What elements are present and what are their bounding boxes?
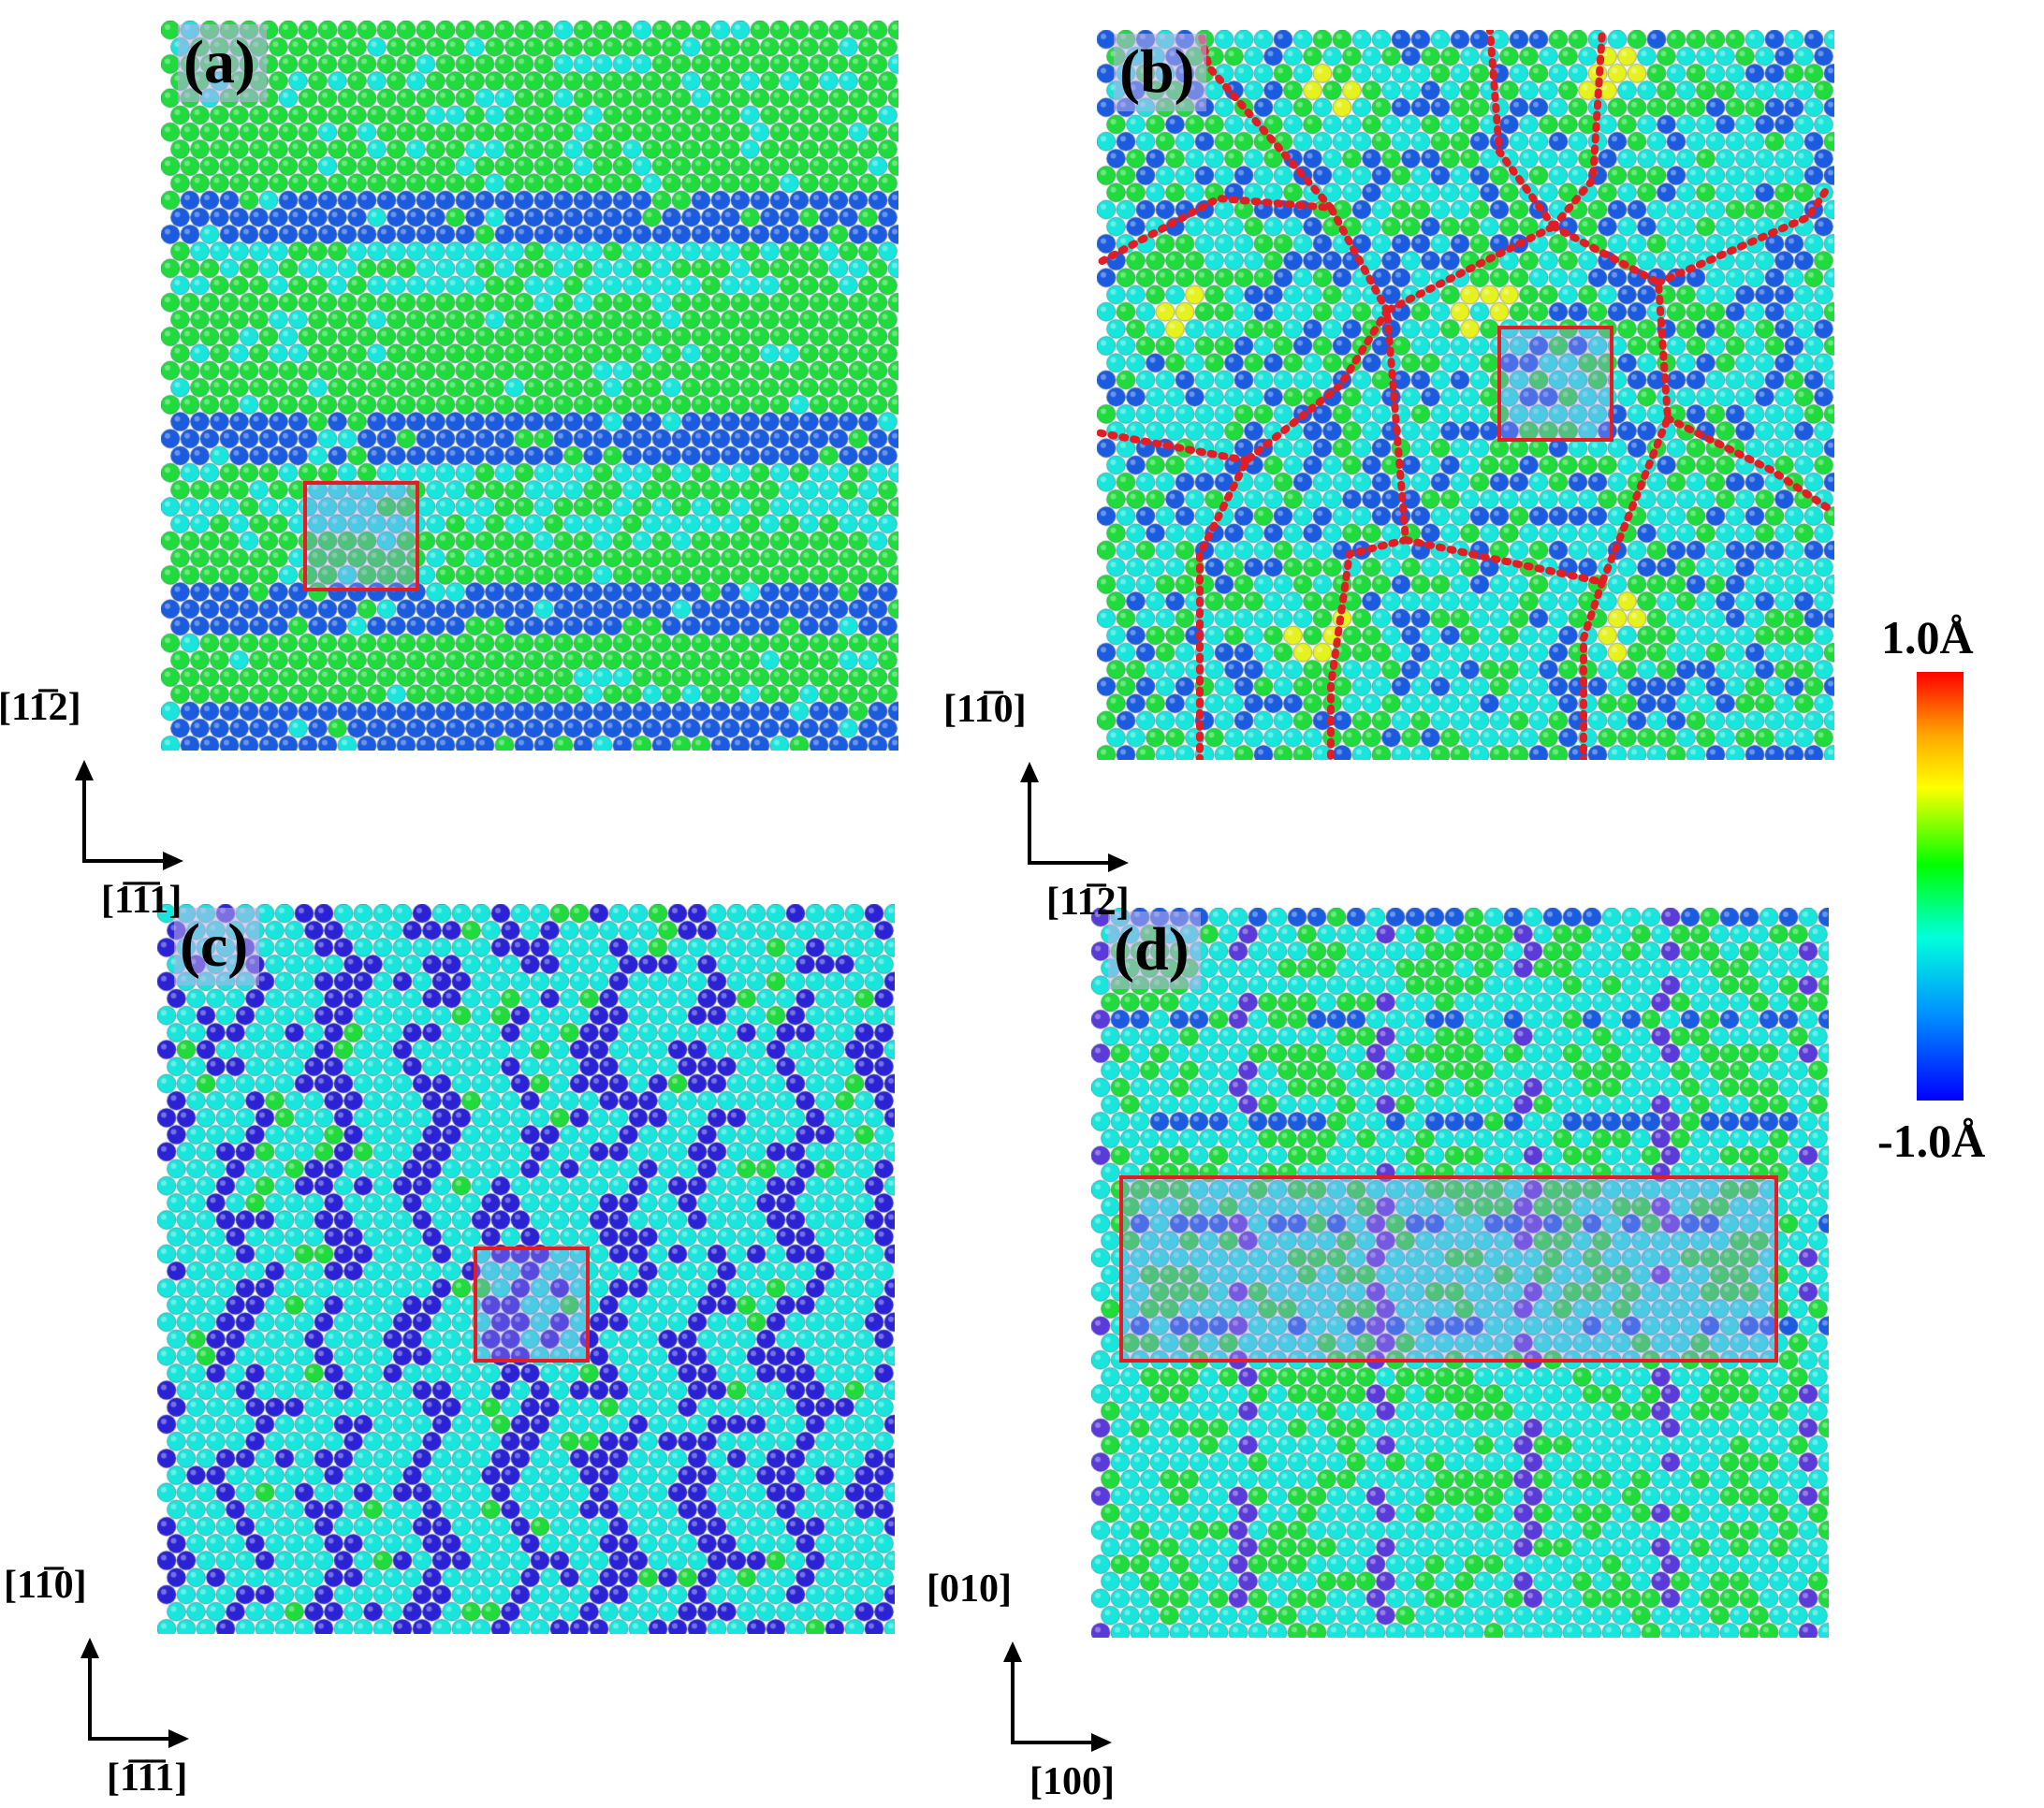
boundary-line: [1196, 307, 1391, 760]
colorbar-min-label: -1.0Å: [1877, 1115, 1986, 1167]
panel-d: (d): [1091, 908, 1829, 1638]
axis-indicator-b: [11̅0] [11̅2]: [943, 688, 1177, 928]
atom-map-a: [161, 21, 898, 751]
boundary-line: [1655, 185, 1831, 286]
arrow-up-icon: [1003, 1641, 1022, 1662]
axis-label-x: [100]: [1029, 1760, 1115, 1803]
panel-label-c: (c): [174, 908, 260, 985]
axis-label-y: [11̅0]: [4, 1564, 87, 1607]
selection-box-d: [1119, 1175, 1778, 1363]
panel-label-a: (a): [178, 24, 267, 102]
arrow-right-icon: [163, 852, 183, 870]
panel-a: (a): [161, 21, 898, 751]
boundary-line: [1550, 30, 1606, 230]
atom-map-b: [1097, 30, 1834, 760]
selection-box-b: [1497, 326, 1613, 442]
axis-indicator-c: [11̅0] [1̅1̅1]: [4, 1564, 238, 1804]
boundary-line: [1664, 415, 1831, 511]
boundary-line: [1097, 194, 1391, 314]
colorbar-max-label: 1.0Å: [1881, 611, 1974, 663]
grain-boundary-overlay: [1097, 30, 1831, 760]
panel-label-d: (d): [1108, 911, 1201, 989]
panel-b: (b): [1097, 30, 1834, 760]
axis-label-y: [010]: [927, 1567, 1012, 1611]
arrow-right-icon: [1108, 853, 1129, 872]
boundary-line: [1327, 536, 1409, 760]
selection-box-a: [303, 481, 419, 591]
axis-indicator-a: [11̅2] [1̅1̅1]: [0, 686, 232, 926]
axis-indicator-d: [010] [100]: [927, 1567, 1161, 1808]
axis-label-x: [1̅1̅1]: [101, 879, 182, 922]
atom-map-c: [157, 904, 895, 1634]
arrow-up-icon: [1020, 762, 1039, 782]
selection-box-c: [474, 1247, 590, 1363]
panel-label-b: (b): [1114, 34, 1206, 111]
axis-label-y: [11̅2]: [0, 686, 81, 729]
axis-label-x: [11̅2]: [1046, 881, 1130, 924]
arrow-up-icon: [75, 760, 94, 780]
atom-map-d: [1091, 908, 1829, 1638]
arrow-right-icon: [168, 1729, 189, 1748]
axis-label-y: [11̅0]: [943, 688, 1027, 731]
axis-label-x: [1̅1̅1]: [107, 1757, 188, 1800]
boundary-line: [1097, 429, 1250, 464]
arrow-right-icon: [1091, 1733, 1112, 1752]
boundary-line: [1196, 30, 1335, 211]
boundary-line: [1580, 578, 1606, 760]
arrow-up-icon: [80, 1638, 99, 1658]
panel-c: (c): [157, 904, 895, 1634]
boundary-line: [1486, 30, 1557, 230]
colorbar: [1917, 672, 1964, 1101]
